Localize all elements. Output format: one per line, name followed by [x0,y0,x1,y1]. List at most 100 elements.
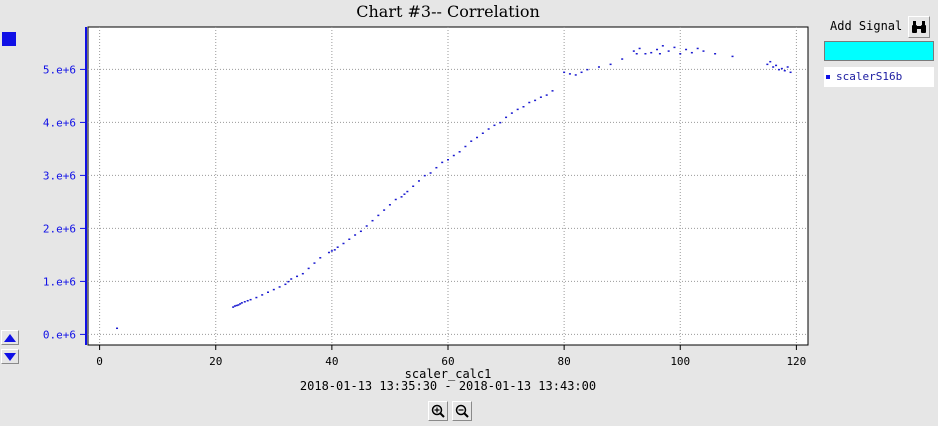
data-point [403,193,406,195]
data-point [342,242,345,245]
y-tick-label: 0.e+6 [43,328,76,341]
data-point [240,302,243,304]
data-point [780,67,783,70]
data-point [702,50,705,52]
data-point [783,69,786,72]
x-tick-label: 80 [558,355,571,368]
data-point [278,286,281,288]
data-point [731,55,734,58]
add-signal-label: Add Signal [830,19,903,33]
data-point [510,112,513,114]
data-point [287,280,290,283]
data-point [476,136,479,139]
data-point [464,145,467,148]
data-point [539,96,542,98]
data-point [233,305,236,307]
data-point [348,238,351,240]
data-point [644,53,647,55]
data-point [267,291,269,293]
data-point [505,116,508,119]
data-point [447,159,449,161]
data-point [243,301,246,303]
chart-title: Chart #3-- Correlation [356,2,540,21]
data-point [336,246,339,248]
data-point [330,250,333,252]
data-point [284,283,287,286]
scroll-down-button[interactable] [1,349,19,364]
data-point [493,124,496,127]
data-point [246,299,249,302]
data-point [406,190,409,193]
data-point [470,140,473,142]
data-point [417,180,420,182]
data-point [545,94,548,96]
data-point [597,66,600,68]
data-point [789,71,792,74]
x-tick-label: 60 [441,355,454,368]
data-point [272,288,275,291]
data-point [296,275,299,278]
scroll-up-button[interactable] [1,330,19,345]
data-point [301,272,304,275]
data-point [458,151,461,153]
add-signal-search-button[interactable] [908,16,930,38]
legend-item[interactable]: scalerS16b [826,70,902,83]
data-point [441,161,444,164]
data-points [116,45,792,330]
data-point [452,154,455,157]
legend-label: scalerS16b [836,70,903,83]
data-point [609,63,612,66]
data-point [481,132,484,134]
data-point [714,53,717,55]
data-point [383,209,386,211]
correlation-plot[interactable]: 0.e+6 1.e+6 2.e+6 3.e+6 4.e+6 5.e+6 0 20 40 60 80… [0,0,810,370]
y-tick-label: 5.e+6 [43,63,76,76]
data-point [365,225,368,227]
data-point [235,304,238,307]
data-point [249,298,252,301]
data-point [377,214,380,217]
data-point [255,296,258,299]
data-point [313,262,316,264]
triangle-up-icon [4,333,16,342]
legend: scalerS16b [824,67,934,87]
zoom-out-button[interactable] [452,401,472,421]
data-point [429,172,432,174]
y-axis-series-marker[interactable] [2,32,16,46]
zoom-in-icon [431,404,445,418]
legend-swatch [826,75,830,79]
data-point [354,234,357,236]
data-point [772,66,775,68]
data-point [690,51,693,54]
zoom-out-icon [455,404,469,418]
data-point [327,251,330,254]
zoom-in-button[interactable] [428,401,448,421]
data-point [635,53,638,55]
data-point [661,45,664,47]
x-tick-label: 20 [209,355,222,368]
data-point [679,53,682,55]
data-point [237,304,240,306]
data-point [568,73,571,75]
add-signal-input[interactable] [824,41,934,61]
data-point [667,50,670,52]
data-point [307,267,310,270]
triangle-down-icon [4,352,16,361]
data-point [766,63,769,66]
x-tick-label: 40 [325,355,338,368]
y-tick-label: 4.e+6 [43,116,76,129]
data-point [632,50,635,52]
data-point [586,68,589,71]
data-point [371,219,374,222]
data-point [394,198,397,201]
data-point [261,294,264,296]
x-tick-label: 120 [786,355,806,368]
x-tick-label: 100 [670,355,690,368]
data-point [487,128,490,130]
data-point [319,257,322,259]
data-point [621,58,624,60]
data-point [528,101,531,104]
data-point [656,48,659,51]
x-axis-label: scaler_calc1 [404,367,492,381]
data-point [400,196,403,198]
